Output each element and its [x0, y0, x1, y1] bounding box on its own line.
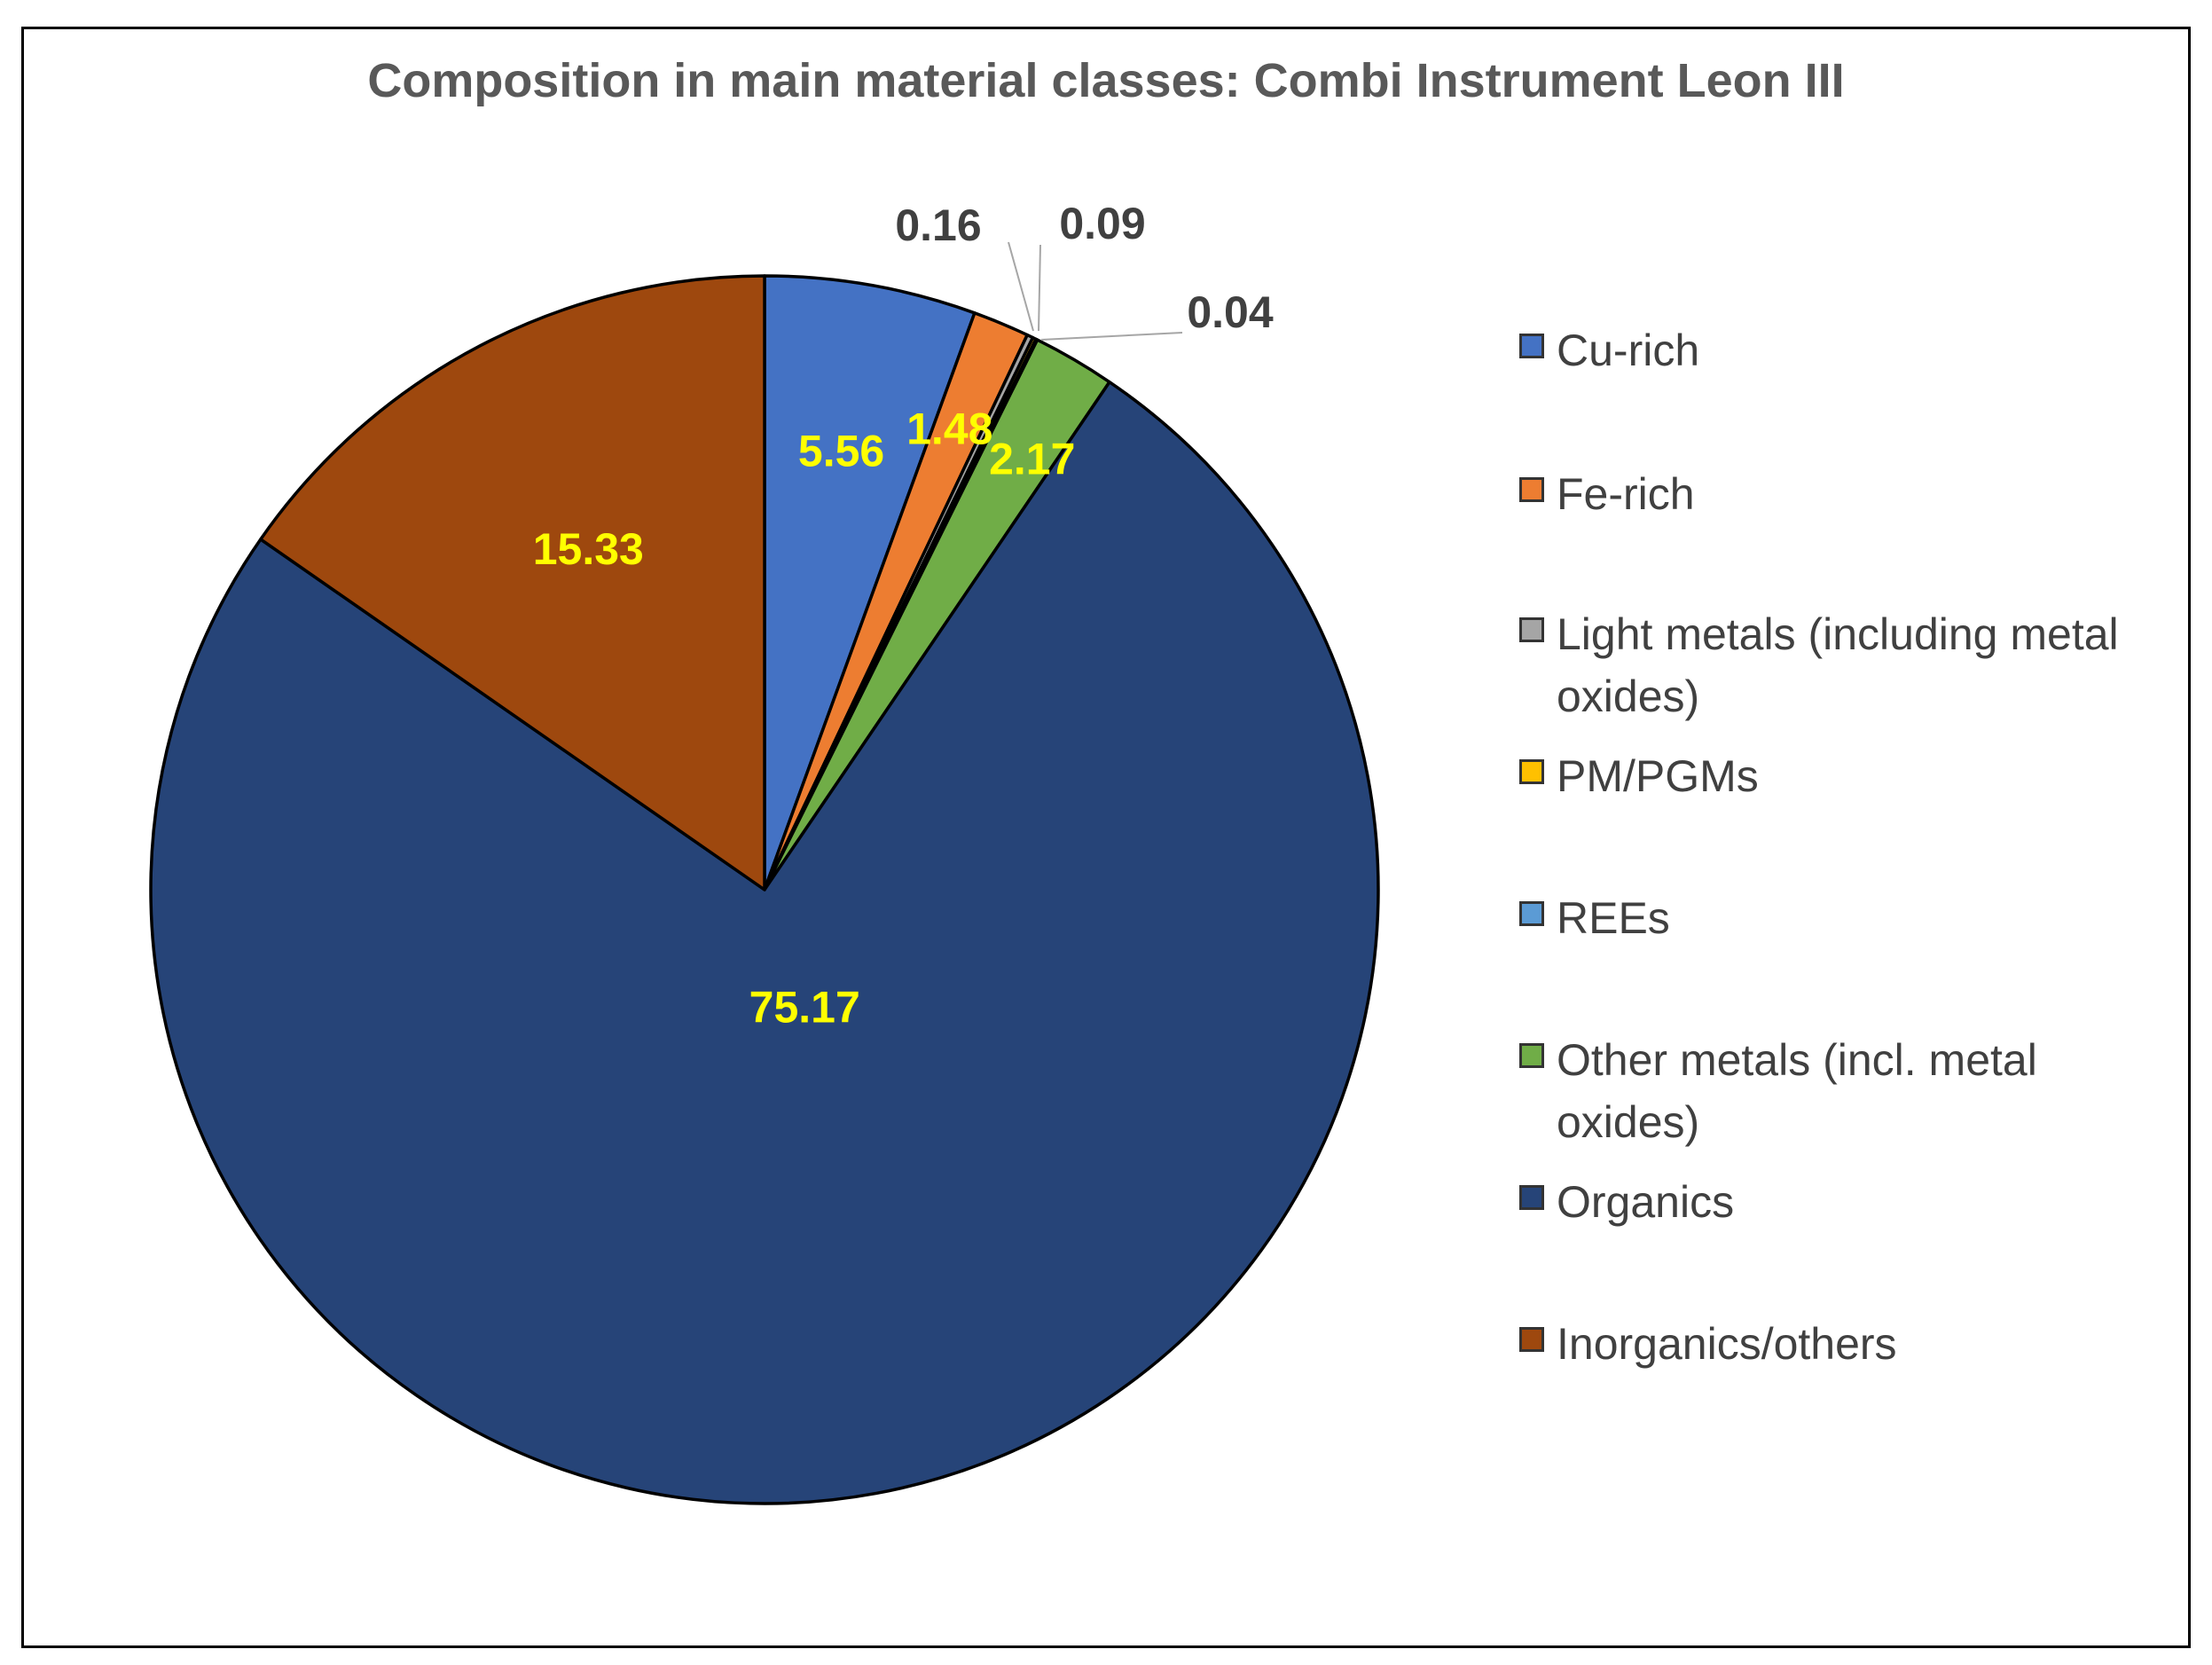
- legend-label: REEs: [1557, 893, 1670, 943]
- legend-label: Organics: [1557, 1177, 1735, 1227]
- legend-item-fe-rich: Fe-rich: [1519, 463, 2176, 525]
- data-label-cu-rich: 5.56: [798, 427, 884, 476]
- legend-swatch: [1519, 617, 1544, 642]
- data-labels: 5.56 1.48 0.16 0.09 0.04 2.17 75.17 15.33: [533, 199, 1274, 1032]
- legend-swatch: [1519, 1043, 1544, 1068]
- legend-swatch: [1519, 901, 1544, 926]
- pie-slice-inorganics-others: [259, 274, 766, 891]
- legend-swatch: [1519, 477, 1544, 502]
- legend-item-pm-pgms: PM/PGMs: [1519, 745, 2176, 807]
- data-label-rees: 0.04: [1187, 287, 1274, 337]
- legend-label: Light metals (including metal oxides): [1557, 609, 2119, 721]
- leader-line-light-metals-including-metal-oxides: [1008, 241, 1034, 332]
- legend-swatch: [1519, 759, 1544, 784]
- pie-slice-organics: [149, 380, 1380, 1505]
- legend-item-rees: REEs: [1519, 887, 2176, 949]
- legend-label: Cu-rich: [1557, 326, 1700, 375]
- pie-slices: [149, 274, 1380, 1505]
- data-label-pm-pgms: 0.09: [1059, 199, 1145, 248]
- legend-label: Fe-rich: [1557, 469, 1695, 519]
- legend-label: Inorganics/others: [1557, 1319, 1897, 1369]
- legend-item-light-metals-including-metal-oxides: Light metals (including metal oxides): [1519, 603, 2176, 727]
- legend-item-cu-rich: Cu-rich: [1519, 319, 2176, 381]
- legend-label: PM/PGMs: [1557, 751, 1759, 801]
- leader-lines: [1008, 241, 1183, 341]
- legend-swatch: [1519, 334, 1544, 358]
- legend-swatch: [1519, 1185, 1544, 1210]
- legend-label: Other metals (incl. metal oxides): [1557, 1035, 2037, 1147]
- pie-slice-cu-rich: [763, 274, 977, 891]
- data-label-other-metals-incl-metal-oxides: 2.17: [989, 434, 1075, 483]
- legend-item-inorganics-others: Inorganics/others: [1519, 1313, 2176, 1375]
- leader-line-pm-pgms: [1038, 244, 1041, 332]
- leader-line-rees: [1040, 332, 1183, 341]
- legend-swatch: [1519, 1327, 1544, 1352]
- chart-title: Composition in main material classes: Co…: [367, 54, 1845, 107]
- data-label-organics: 75.17: [749, 982, 860, 1032]
- data-label-light-metals-including-metal-oxides: 0.16: [895, 200, 981, 250]
- data-label-inorganics-others: 15.33: [533, 524, 644, 574]
- data-label-fe-rich: 1.48: [906, 404, 992, 454]
- legend-item-organics: Organics: [1519, 1171, 2176, 1233]
- legend-item-other-metals-incl-metal-oxides: Other metals (incl. metal oxides): [1519, 1029, 2176, 1153]
